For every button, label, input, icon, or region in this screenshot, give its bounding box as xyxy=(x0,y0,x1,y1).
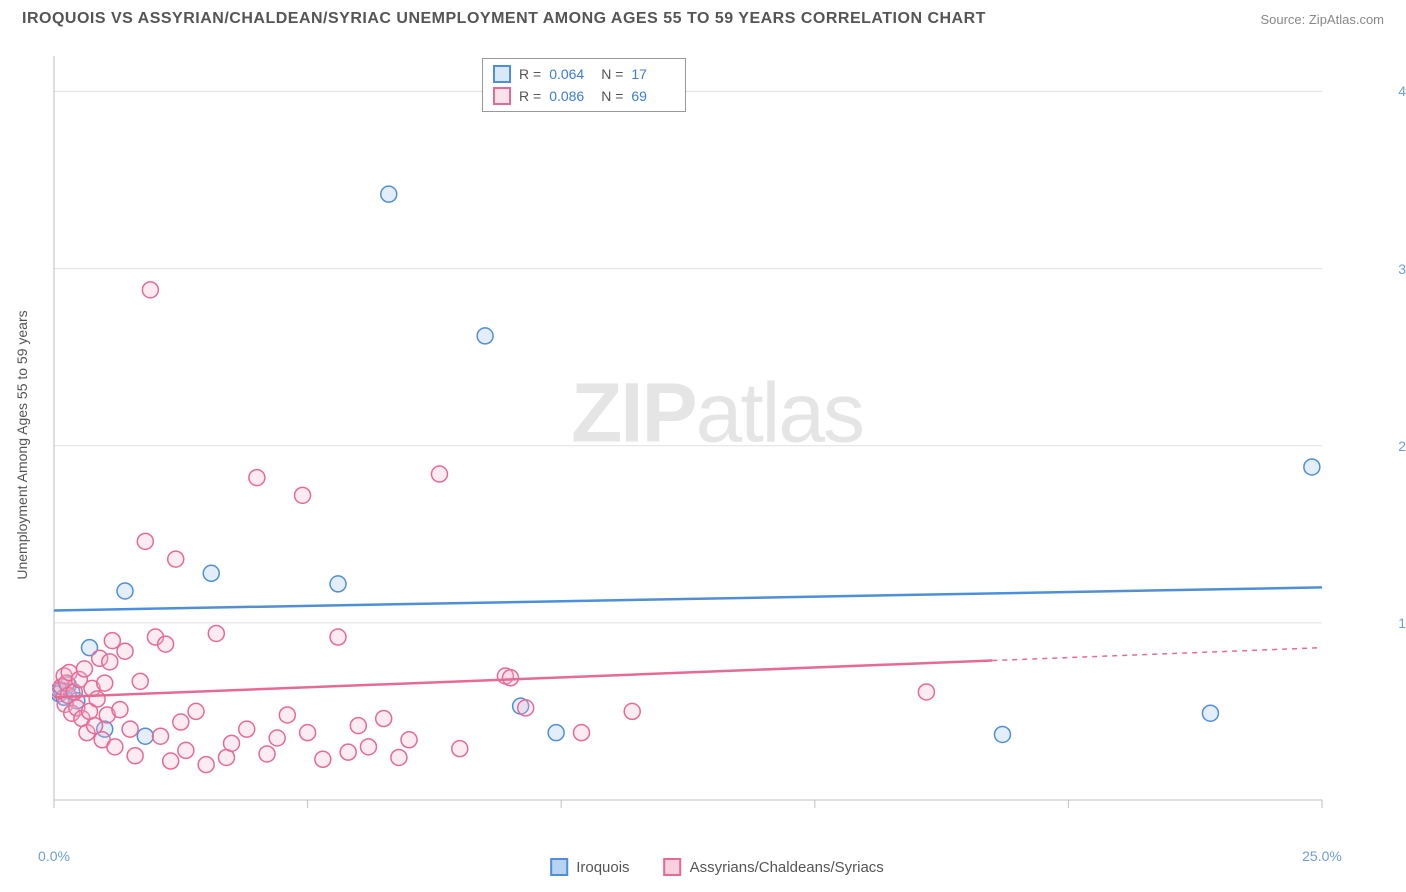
scatter-point xyxy=(76,661,92,677)
correlation-legend: R = 0.064 N = 17 R = 0.086 N = 69 xyxy=(482,58,686,112)
x-tick-label: 0.0% xyxy=(38,848,70,864)
scatter-point xyxy=(381,186,397,202)
scatter-point xyxy=(518,700,534,716)
legend-r-value: 0.086 xyxy=(549,85,593,107)
scatter-point xyxy=(142,282,158,298)
scatter-point xyxy=(137,533,153,549)
legend-n-label: N = xyxy=(601,85,623,107)
legend-swatch xyxy=(493,87,511,105)
scatter-point xyxy=(330,576,346,592)
scatter-point xyxy=(102,654,118,670)
scatter-point xyxy=(173,714,189,730)
legend-n-value: 17 xyxy=(631,63,675,85)
scatter-point xyxy=(203,565,219,581)
scatter-point xyxy=(315,751,331,767)
series-legend: Iroquois Assyrians/Chaldeans/Syriacs xyxy=(550,858,884,876)
scatter-point xyxy=(624,703,640,719)
scatter-point xyxy=(376,711,392,727)
scatter-point xyxy=(249,470,265,486)
scatter-point xyxy=(188,703,204,719)
scatter-point xyxy=(279,707,295,723)
scatter-point xyxy=(224,735,240,751)
x-tick-label: 25.0% xyxy=(1302,848,1342,864)
scatter-point xyxy=(330,629,346,645)
scatter-point xyxy=(548,725,564,741)
legend-swatch xyxy=(664,858,682,876)
scatter-point xyxy=(431,466,447,482)
legend-row: R = 0.086 N = 69 xyxy=(493,85,675,107)
trend-line xyxy=(54,661,992,698)
scatter-point xyxy=(163,753,179,769)
scatter-point xyxy=(573,725,589,741)
scatter-point xyxy=(340,744,356,760)
scatter-point xyxy=(89,691,105,707)
scatter-point xyxy=(208,625,224,641)
scatter-point xyxy=(198,757,214,773)
series-legend-item: Iroquois xyxy=(550,858,629,876)
scatter-point xyxy=(269,730,285,746)
legend-swatch xyxy=(493,65,511,83)
scatter-point xyxy=(168,551,184,567)
scatter-point xyxy=(153,728,169,744)
legend-swatch xyxy=(550,858,568,876)
scatter-point xyxy=(137,728,153,744)
legend-r-label: R = xyxy=(519,63,541,85)
scatter-point xyxy=(295,487,311,503)
y-tick-label: 30.0% xyxy=(1398,261,1406,277)
y-tick-label: 10.0% xyxy=(1398,615,1406,631)
scatter-point xyxy=(178,742,194,758)
source-label: Source: ZipAtlas.com xyxy=(1260,12,1384,27)
legend-row: R = 0.064 N = 17 xyxy=(493,63,675,85)
scatter-point xyxy=(1304,459,1320,475)
series-legend-label: Iroquois xyxy=(576,859,629,876)
scatter-point xyxy=(918,684,934,700)
scatter-point xyxy=(117,583,133,599)
scatter-point xyxy=(239,721,255,737)
scatter-point xyxy=(350,718,366,734)
y-tick-label: 20.0% xyxy=(1398,438,1406,454)
scatter-point xyxy=(107,739,123,755)
scatter-point xyxy=(127,748,143,764)
scatter-point xyxy=(477,328,493,344)
scatter-point xyxy=(391,749,407,765)
legend-n-label: N = xyxy=(601,63,623,85)
plot-svg xyxy=(52,50,1382,840)
scatter-point xyxy=(401,732,417,748)
legend-r-value: 0.064 xyxy=(549,63,593,85)
y-axis-label: Unemployment Among Ages 55 to 59 years xyxy=(14,310,30,579)
legend-n-value: 69 xyxy=(631,85,675,107)
scatter-point xyxy=(117,643,133,659)
scatter-point xyxy=(97,675,113,691)
legend-r-label: R = xyxy=(519,85,541,107)
series-legend-label: Assyrians/Chaldeans/Syriacs xyxy=(690,859,884,876)
scatter-point xyxy=(132,673,148,689)
trend-line-extrapolated xyxy=(992,648,1322,661)
scatter-point xyxy=(300,725,316,741)
scatter-point xyxy=(1202,705,1218,721)
trend-line xyxy=(54,587,1322,610)
scatter-point xyxy=(994,726,1010,742)
scatter-point xyxy=(122,721,138,737)
y-tick-label: 40.0% xyxy=(1398,83,1406,99)
scatter-point xyxy=(112,702,128,718)
chart-container: Unemployment Among Ages 55 to 59 years Z… xyxy=(52,50,1382,840)
series-legend-item: Assyrians/Chaldeans/Syriacs xyxy=(664,858,884,876)
scatter-point xyxy=(452,741,468,757)
scatter-point xyxy=(158,636,174,652)
scatter-point xyxy=(259,746,275,762)
scatter-point xyxy=(360,739,376,755)
scatter-point xyxy=(502,670,518,686)
chart-title: IROQUOIS VS ASSYRIAN/CHALDEAN/SYRIAC UNE… xyxy=(22,10,986,28)
